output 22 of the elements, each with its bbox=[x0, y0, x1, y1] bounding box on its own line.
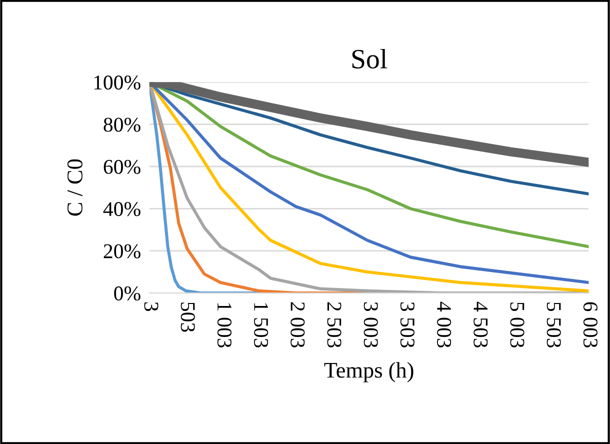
x-tick-label: 5 003 bbox=[510, 302, 524, 348]
x-tick-label: 5 503 bbox=[546, 302, 561, 348]
x-tick-label: 1 003 bbox=[217, 303, 232, 348]
x-tick-label: 4 003 bbox=[437, 302, 452, 348]
x-tick-label: 4 503 bbox=[474, 302, 488, 348]
y-tick-label: 40% bbox=[103, 202, 140, 216]
y-tick-label: 100% bbox=[94, 76, 140, 90]
y-tick-label: 20% bbox=[104, 244, 140, 258]
y-tick-label: 60% bbox=[104, 160, 140, 174]
x-tick-label: 6 003 bbox=[583, 302, 598, 348]
x-tick-label: 3 bbox=[144, 302, 158, 311]
x-tick-label: 2 003 bbox=[290, 302, 305, 348]
x-tick-label: 2 503 bbox=[327, 302, 342, 348]
x-tick-label: 503 bbox=[180, 302, 195, 332]
y-axis-title: C / C0 bbox=[67, 159, 82, 216]
y-tick-label: 0% bbox=[114, 286, 140, 301]
x-tick-label: 3 003 bbox=[364, 302, 378, 348]
x-tick-label: 3 503 bbox=[400, 302, 414, 348]
y-tick-label: 80% bbox=[104, 118, 140, 132]
x-tick-label: 1 503 bbox=[254, 303, 268, 348]
chart-title: Sol bbox=[352, 48, 388, 69]
x-axis-title: Temps (h) bbox=[324, 362, 414, 382]
